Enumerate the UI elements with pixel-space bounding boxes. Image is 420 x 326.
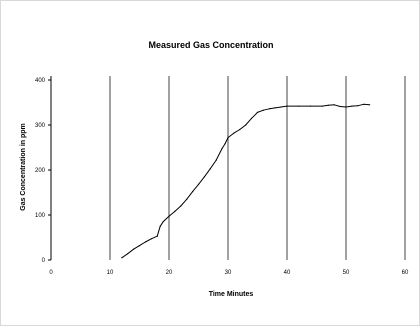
data-point bbox=[215, 159, 217, 161]
data-point bbox=[127, 253, 129, 255]
x-tick-label: 10 bbox=[107, 270, 114, 276]
data-point bbox=[298, 105, 300, 107]
x-tick-label: 60 bbox=[402, 270, 409, 276]
grid-layer bbox=[109, 76, 406, 260]
data-point bbox=[339, 105, 341, 108]
data-point bbox=[144, 241, 146, 243]
x-tick-label: 40 bbox=[284, 270, 291, 276]
tick-layer: 0 10 20 30 40 50 60 0 100 200 300 400 bbox=[35, 78, 409, 276]
data-point bbox=[227, 137, 229, 139]
y-tick-label: 400 bbox=[35, 78, 46, 84]
data-point bbox=[133, 248, 135, 250]
data-point bbox=[168, 215, 170, 217]
x-tick-label: 20 bbox=[166, 270, 173, 276]
x-tick-label: 50 bbox=[343, 270, 350, 276]
data-point bbox=[268, 108, 270, 110]
data-point bbox=[197, 183, 200, 185]
data-point bbox=[345, 106, 347, 108]
data-point bbox=[233, 132, 235, 134]
axis-layer bbox=[48, 76, 52, 261]
data-point bbox=[369, 104, 371, 106]
y-tick-label: 200 bbox=[35, 168, 46, 174]
data-point bbox=[224, 143, 226, 145]
data-point bbox=[186, 198, 188, 200]
data-point bbox=[121, 257, 123, 259]
data-point bbox=[245, 124, 247, 126]
data-point bbox=[150, 238, 152, 240]
data-point bbox=[138, 245, 141, 247]
data-point bbox=[327, 104, 329, 106]
x-axis-label: Time Minutes bbox=[209, 291, 254, 298]
data-point bbox=[280, 106, 282, 108]
data-point bbox=[159, 225, 161, 227]
y-axis-label: Gas Concentration in ppm bbox=[20, 123, 27, 211]
data-point bbox=[286, 105, 288, 107]
x-tick-label: 0 bbox=[49, 270, 53, 276]
data-point bbox=[156, 235, 158, 237]
data-point bbox=[239, 128, 241, 131]
y-tick-label: 300 bbox=[35, 123, 46, 129]
data-point bbox=[262, 109, 264, 111]
data-point bbox=[192, 191, 194, 193]
data-point bbox=[162, 221, 164, 223]
y-tick-label: 0 bbox=[42, 258, 46, 264]
y-tick-label: 100 bbox=[35, 213, 46, 219]
data-point bbox=[351, 105, 353, 107]
data-point bbox=[274, 107, 276, 109]
data-point bbox=[357, 105, 359, 107]
series-line bbox=[121, 103, 370, 259]
data-point bbox=[321, 105, 323, 107]
data-point bbox=[363, 103, 365, 105]
data-point bbox=[310, 105, 312, 107]
data-point bbox=[203, 176, 205, 178]
chart-title: Measured Gas Concentration bbox=[148, 40, 273, 50]
series-layer bbox=[121, 103, 371, 259]
data-point bbox=[256, 111, 259, 113]
data-point bbox=[180, 205, 182, 207]
data-point bbox=[251, 117, 253, 119]
x-tick-label: 30 bbox=[225, 270, 232, 276]
data-point bbox=[333, 104, 335, 106]
data-point bbox=[174, 210, 176, 212]
data-point bbox=[221, 147, 223, 149]
data-point bbox=[209, 168, 211, 170]
